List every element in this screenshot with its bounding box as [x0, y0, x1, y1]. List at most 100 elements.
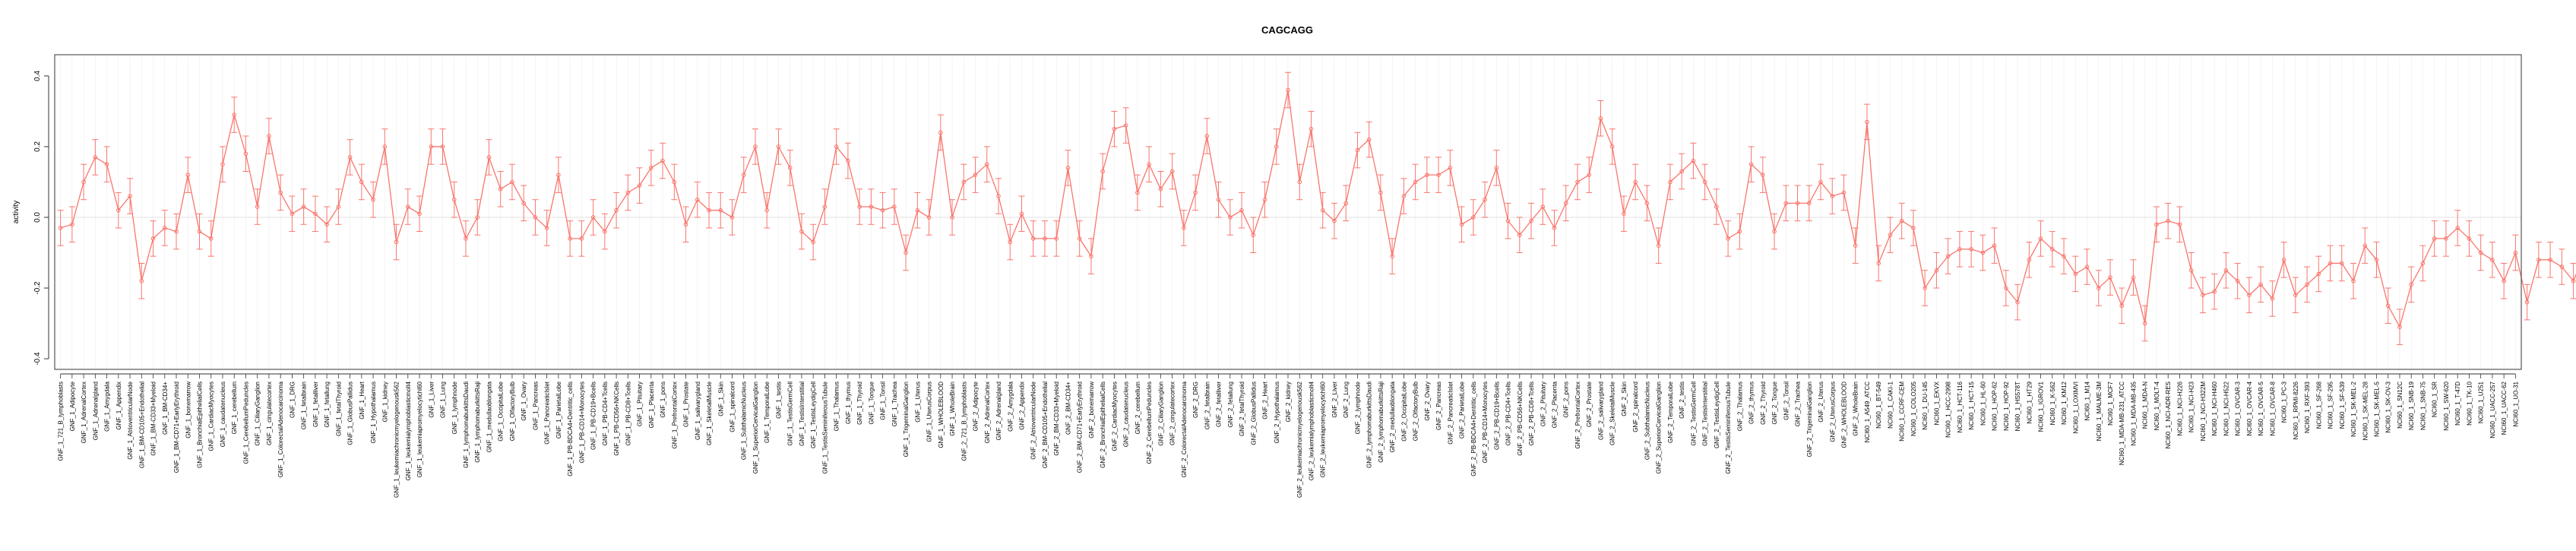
data-point	[394, 239, 399, 245]
data-point	[2027, 257, 2032, 262]
data-point	[1425, 173, 1429, 177]
data-point	[729, 215, 735, 220]
x-tick-label: NCI60_1_SK-MEL-5	[2374, 381, 2381, 436]
x-tick-label: GNF_2_TemporalLobe	[1667, 381, 1674, 442]
x-tick-label: GNF_1_kidney	[381, 382, 388, 422]
data-point	[2362, 243, 2368, 248]
data-point	[1228, 215, 1233, 220]
x-tick-label: GNF_1_Thyroid	[856, 382, 863, 425]
x-tick-label: NCI60_1_CCRF-CEM	[1899, 382, 1906, 442]
x-tick-label: GNF_1_BronchialEpithelialCells	[196, 382, 203, 468]
data-point	[2177, 222, 2182, 227]
data-point	[1876, 261, 1881, 266]
x-tick-label: GNF_2_fetalThyroid	[1239, 382, 1245, 436]
data-point	[1783, 201, 1789, 206]
data-point	[1911, 226, 1916, 230]
data-point	[2374, 257, 2379, 262]
data-point	[2050, 247, 2055, 252]
x-tick-label: GNF_1_Liver	[428, 382, 435, 418]
data-point	[880, 207, 885, 213]
data-point	[1436, 173, 1441, 177]
x-tick-label: GNF_1_Hypothalamus	[370, 382, 377, 443]
x-tick-label: NCI60_1_OVCAR-4	[2246, 381, 2253, 435]
x-tick-label: NCI60_1_BT-549	[1875, 381, 1882, 428]
data-point	[1969, 247, 1973, 252]
x-tick-label: GNF_2_cerebellum	[1135, 382, 1141, 435]
x-tick-label: GNF_1_fetalliver	[312, 382, 319, 427]
x-tick-label: GNF_2_cingulatecortex	[1169, 382, 1176, 445]
x-tick-label: GNF_2_SubthalamicNucleus	[1644, 382, 1650, 460]
data-point	[1251, 233, 1256, 238]
data-point	[892, 204, 897, 209]
x-tick-label: NCI60_1_DU-145	[1922, 381, 1929, 429]
data-point	[2270, 296, 2275, 301]
data-point	[1274, 144, 1279, 149]
data-point	[1830, 194, 1835, 198]
data-point	[2548, 257, 2552, 262]
data-point	[1714, 204, 1719, 209]
x-tick-label: NCI60_1_IGROV1	[2038, 381, 2045, 432]
x-tick-label: GNF_2_PancreaticIslet	[1447, 381, 1454, 444]
data-point	[753, 144, 758, 149]
x-tick-label: GNF_1_OlfactoryBulb	[509, 381, 516, 441]
data-point	[347, 155, 353, 160]
data-point	[2247, 293, 2252, 298]
data-point	[2166, 218, 2170, 223]
x-tick-label: GNF_1_fetalThyroid	[335, 382, 342, 436]
data-point	[1030, 236, 1036, 241]
data-point	[464, 236, 468, 241]
x-tick-label: GNF_2_GlobusPallidus	[1250, 382, 1257, 445]
data-point	[1633, 179, 1638, 185]
data-point	[1934, 268, 1939, 273]
data-point	[614, 207, 619, 213]
x-tick-label: GNF_1_leukemialymphoblasticmolt4	[405, 381, 412, 480]
x-tick-label: GNF_1_lymphomaburkittsRaji	[474, 382, 481, 463]
x-tick-label: GNF_1_PB-CD4+Tcells	[602, 382, 609, 445]
x-tick-label: GNF_2_Placenta	[1552, 381, 1559, 428]
x-tick-label: GNF_2_bonemarrow	[1088, 382, 1095, 439]
x-tick-label: GNF_2_BM-CD33+Myeloid	[1053, 382, 1060, 456]
x-tick-label: GNF_1_caudatenucleus	[220, 382, 226, 447]
x-tick-label: GNF_2_OlfactoryBulb	[1413, 381, 1419, 441]
x-tick-label: GNF_1_TemporalLobe	[764, 381, 771, 442]
data-point	[1471, 215, 1476, 220]
data-point	[1945, 254, 1951, 258]
data-point	[150, 236, 156, 241]
x-tick-label: GNF_1_fetalbrain	[301, 382, 308, 429]
x-tick-label: GNF_2_BM-CD34+	[1065, 382, 1071, 435]
x-tick-label: GNF_2_Tongue	[1771, 381, 1778, 424]
x-tick-label: NCI60_1_RPMI-8226	[2293, 381, 2299, 439]
x-tick-label: GNF_1_SkeletalMuscle	[706, 381, 713, 445]
data-point	[1494, 166, 1499, 170]
data-point	[556, 173, 561, 177]
x-tick-label: GNF_2_spinalcord	[1632, 382, 1639, 432]
x-tick-label: GNF_1_thymus	[845, 382, 852, 424]
x-tick-label: NCI60_1_UACC-257	[2489, 381, 2496, 438]
data-point	[2559, 264, 2565, 269]
data-point	[2409, 282, 2414, 287]
x-tick-label: GNF_1_Uterus	[914, 382, 921, 423]
data-point	[451, 197, 457, 202]
x-tick-label: GNF_2_OccipitalLobe	[1400, 381, 1407, 441]
data-point	[1008, 239, 1013, 245]
x-tick-label: GNF_2_ParietalLobe	[1459, 381, 1466, 439]
data-point	[1517, 233, 1522, 238]
x-tick-label: NCI60_1_CAKI-1	[1887, 381, 1894, 428]
x-tick-label: GNF_2_PB-CD4+Tcells	[1505, 382, 1512, 445]
x-tick-label: NCI60_1_SK-OV-3	[2385, 381, 2392, 432]
x-tick-label: NCI60_1_TK-10	[2466, 381, 2473, 425]
x-tick-label: GNF_1_PB-CD19+Bcells	[590, 382, 597, 450]
data-point	[429, 144, 434, 149]
data-point	[243, 151, 248, 157]
x-tick-label: GNF_1_BM-CD105+Endothelial	[138, 382, 145, 468]
y-tick-label: -0.4	[33, 352, 42, 366]
data-point	[2015, 299, 2020, 305]
x-tick-label: NCI60_1_HL-60	[1979, 381, 1986, 425]
data-point	[1702, 179, 1707, 185]
data-point	[2490, 257, 2495, 262]
x-tick-label: GNF_1_fetallung	[324, 382, 331, 427]
x-tick-label: GNF_1_PrefrontalCortex	[671, 382, 678, 448]
x-tick-label: NCI60_1_A549_ATCC	[1864, 382, 1871, 443]
data-point	[741, 173, 746, 177]
x-tick-label: NCI60_1_SK-MEL-28	[2362, 381, 2369, 440]
